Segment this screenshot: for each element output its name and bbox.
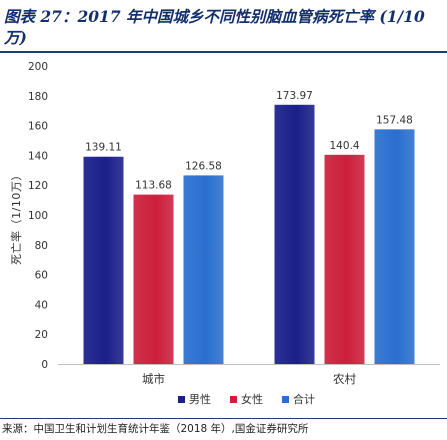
legend-label: 男性 — [189, 392, 211, 406]
bar-value-label: 126.58 — [185, 160, 222, 172]
y-tick-label: 180 — [28, 91, 48, 103]
bar-value-label: 140.4 — [329, 140, 359, 152]
bar — [183, 175, 224, 364]
y-tick-label: 0 — [41, 359, 48, 371]
y-tick-label: 200 — [28, 61, 48, 73]
bar-value-label: 173.97 — [276, 90, 313, 102]
bar-chart: 0 20 40 60 80 100 120 140 160 180 200 死亡率（1/10万） 1… — [9, 61, 440, 406]
y-tick-label: 160 — [28, 121, 48, 133]
bar-value-labels: 139.11 113.68 126.58 173.97 140.4 157.48 — [85, 90, 413, 192]
bars — [83, 104, 415, 364]
y-tick-label: 40 — [35, 299, 48, 311]
bar — [83, 156, 124, 364]
x-tick-label: 城市 — [142, 372, 165, 386]
bar-value-label: 139.11 — [85, 142, 122, 154]
bar — [324, 154, 365, 364]
legend-swatch — [282, 396, 289, 403]
bar — [374, 129, 415, 364]
bar — [133, 194, 174, 364]
legend-label: 合计 — [293, 392, 315, 406]
y-tick-label: 60 — [35, 270, 48, 282]
legend-swatch — [178, 396, 185, 403]
y-axis-label: 死亡率（1/10万） — [9, 169, 23, 265]
y-tick-label: 140 — [28, 150, 48, 162]
y-tick-label: 80 — [35, 240, 48, 252]
bar-value-label: 113.68 — [135, 180, 172, 192]
legend-swatch — [230, 396, 237, 403]
bar-value-label: 157.48 — [376, 114, 413, 126]
y-tick-label: 120 — [28, 180, 48, 192]
y-tick-label: 20 — [35, 329, 48, 341]
y-axis-ticks: 0 20 40 60 80 100 120 140 160 180 200 — [28, 61, 48, 371]
chart-title: 图表 27：2017 年中国城乡不同性别脑血管病死亡率 (1/10 万) — [4, 7, 425, 47]
legend: 男性 女性 合计 — [178, 392, 315, 406]
x-tick-label: 农村 — [333, 372, 356, 386]
source-rule — [0, 418, 447, 419]
legend-label: 女性 — [241, 392, 263, 406]
title-rule — [0, 51, 447, 53]
y-tick-label: 100 — [28, 210, 48, 222]
source-note: 来源：中国卫生和计划生育统计年鉴（2018 年）,国金证券研究所 — [2, 423, 309, 435]
x-axis-ticks: 城市 农村 — [142, 372, 356, 386]
bar — [274, 104, 315, 364]
